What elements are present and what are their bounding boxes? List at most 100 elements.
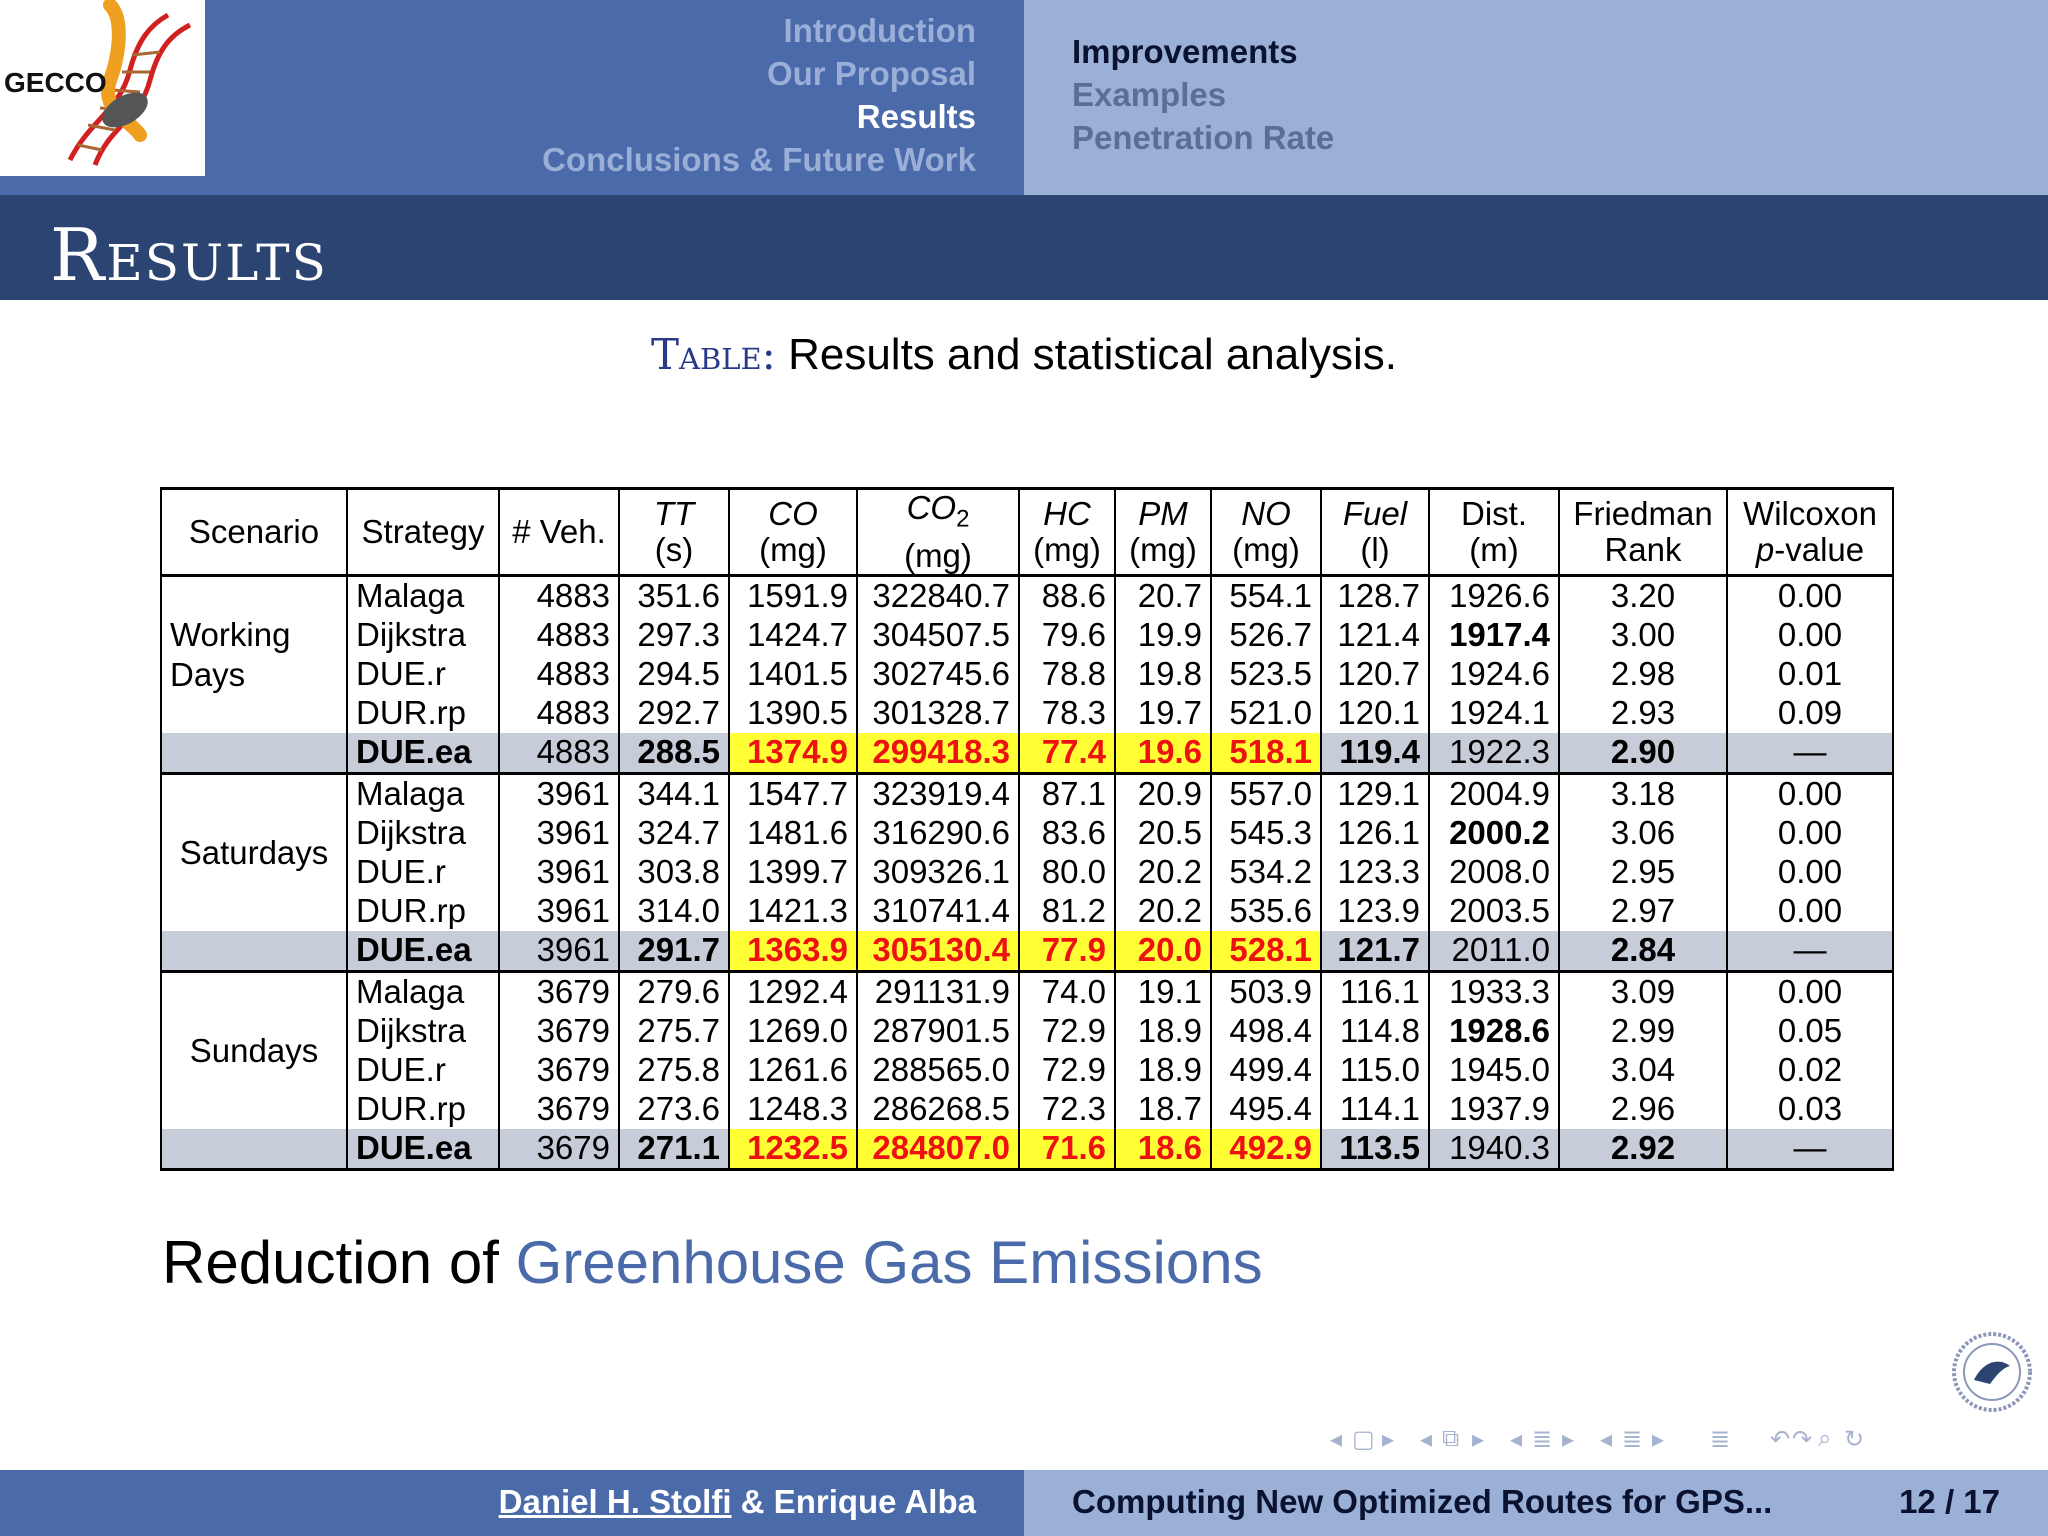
table-row: Dijkstra 4883 297.3 1424.7 304507.5 79.6 19.9 5…: [161, 615, 1894, 655]
value-cell: —: [1726, 930, 1894, 973]
value-cell: 0.03: [1726, 1089, 1894, 1129]
value-cell: 2.84: [1558, 930, 1728, 973]
column-header-line1: Scenario: [188, 512, 320, 550]
nav-toc-icon[interactable]: ≣: [1710, 1426, 1731, 1453]
nav-subsection-penetration-rate[interactable]: Penetration Rate: [1072, 119, 1335, 156]
column-header-line1: Friedman: [1573, 494, 1713, 532]
column-header-subscript: 2: [956, 505, 970, 533]
value-cell: 72.9: [1018, 1050, 1116, 1090]
column-header-line2: (mg): [904, 536, 972, 574]
value-cell: 535.6: [1210, 891, 1322, 931]
value-cell: 344.1: [618, 773, 730, 814]
value-cell: 87.1: [1018, 773, 1116, 814]
value-cell: 275.7: [618, 1011, 730, 1051]
column-header-line2: (mg): [759, 530, 827, 568]
column-header-line2: (l): [1360, 530, 1390, 568]
value-cell: 303.8: [618, 852, 730, 892]
table-row: DUE.ea 3961 291.7 1363.9 305130.4 77.9 20.0 528…: [160, 930, 1894, 973]
value-cell: 2.92: [1558, 1128, 1728, 1171]
value-cell: 4883: [498, 575, 620, 616]
beamer-navigation: ◂ ▢ ▸ ◂ ⧉ ▸ ◂ ≣ ▸ ◂ ≣ ▸ ≣ ↶ ↷ ⌕ ↻: [1330, 1425, 2030, 1455]
nav-prev-frame-icon[interactable]: ◂: [1330, 1426, 1343, 1453]
value-cell: 19.6: [1114, 732, 1212, 775]
nav-section-results[interactable]: Results: [856, 98, 976, 135]
nav-section-conclusions[interactable]: Conclusions & Future Work: [542, 141, 976, 178]
nav-part-icon[interactable]: ≣: [1622, 1426, 1643, 1453]
table-row: DUR.rp 3679 273.6 1248.3 286268.5 72.3 18.7 495…: [161, 1089, 1894, 1129]
value-cell: 3.09: [1558, 971, 1728, 1012]
value-cell: 3.04: [1558, 1050, 1728, 1090]
strategy-cell: DUE.ea: [346, 1128, 500, 1171]
value-cell: 20.5: [1114, 813, 1212, 853]
value-cell: 299418.3: [856, 732, 1020, 775]
value-cell: 4883: [498, 732, 620, 775]
nav-subsection-improvements[interactable]: Improvements: [1072, 33, 1298, 70]
reduction-highlight: Greenhouse Gas Emissions: [515, 1229, 1263, 1296]
value-cell: 1390.5: [728, 693, 858, 733]
nav-section-icon[interactable]: ≣: [1532, 1426, 1553, 1453]
value-cell: 1401.5: [728, 654, 858, 694]
nav-prev-part-icon[interactable]: ◂: [1600, 1426, 1613, 1453]
strategy-cell: DUE.r: [346, 1050, 500, 1090]
value-cell: 294.5: [618, 654, 730, 694]
value-cell: 114.8: [1320, 1011, 1430, 1051]
nav-prev-subsection-icon[interactable]: ◂: [1420, 1426, 1433, 1453]
column-header-line1: Strategy: [361, 512, 485, 550]
value-cell: —: [1726, 732, 1894, 775]
value-cell: 72.3: [1018, 1089, 1116, 1129]
table-row: Dijkstra 3961 324.7 1481.6 316290.6 83.6 20.5 5…: [161, 813, 1894, 853]
column-header-line1: NO: [1241, 494, 1291, 532]
value-cell: 275.8: [618, 1050, 730, 1090]
value-cell: 120.1: [1320, 693, 1430, 733]
value-cell: 3679: [498, 971, 620, 1012]
nav-subsection-icon[interactable]: ⧉: [1442, 1425, 1460, 1452]
value-cell: 302745.6: [856, 654, 1020, 694]
value-cell: 1399.7: [728, 852, 858, 892]
nav-next-part-icon[interactable]: ▸: [1652, 1426, 1665, 1453]
nav-forward-icon[interactable]: ↷: [1792, 1426, 1813, 1453]
column-header-line1: CO: [768, 494, 818, 532]
author-link[interactable]: Daniel H. Stolfi: [498, 1483, 732, 1520]
value-cell: 2.96: [1558, 1089, 1728, 1129]
value-cell: 1924.6: [1428, 654, 1560, 694]
value-cell: 271.1: [618, 1128, 730, 1171]
results-table: Scenario Strategy # Veh. TT (s) CO (mg) CO2 (mg)…: [160, 487, 1894, 1171]
nav-next-subsection-icon[interactable]: ▸: [1472, 1426, 1485, 1453]
nav-section-introduction[interactable]: Introduction: [783, 12, 976, 49]
column-header-line1: Wilcoxon: [1743, 494, 1877, 532]
nav-frame-icon[interactable]: ▢: [1352, 1426, 1375, 1453]
value-cell: 113.5: [1320, 1128, 1430, 1171]
column-header: HC (mg): [1018, 487, 1116, 577]
nav-subsection-examples[interactable]: Examples: [1072, 76, 1227, 113]
table-row: Saturdays Malaga 3961 344.1 1547.7 323919.4 87…: [160, 773, 1894, 931]
value-cell: 72.9: [1018, 1011, 1116, 1051]
nav-next-frame-icon[interactable]: ▸: [1382, 1426, 1395, 1453]
nav-section-our-proposal[interactable]: Our Proposal: [766, 55, 976, 92]
author-rest: & Enrique Alba: [731, 1483, 976, 1520]
value-cell: 1269.0: [728, 1011, 858, 1051]
value-cell: 287901.5: [856, 1011, 1020, 1051]
value-cell: 288565.0: [856, 1050, 1020, 1090]
nav-search-icon[interactable]: ⌕: [1818, 1425, 1832, 1452]
value-cell: 523.5: [1210, 654, 1322, 694]
column-header: Strategy: [346, 487, 500, 577]
reduction-text: Reduction of: [162, 1229, 516, 1296]
column-header: NO (mg): [1210, 487, 1322, 577]
nav-back-icon[interactable]: ↶: [1770, 1426, 1791, 1453]
column-header-line2: (mg): [1232, 530, 1300, 568]
table-row: DUE.ea 3679 271.1 1232.5 284807.0 71.6 18.6 492…: [160, 1128, 1894, 1171]
nav-refresh-icon[interactable]: ↻: [1844, 1426, 1865, 1453]
value-cell: 291131.9: [856, 971, 1020, 1012]
value-cell: 0.00: [1726, 575, 1894, 616]
value-cell: 0.01: [1726, 654, 1894, 694]
column-header: # Veh.: [498, 487, 620, 577]
strategy-cell: DUE.r: [346, 654, 500, 694]
nav-prev-section-icon[interactable]: ◂: [1510, 1426, 1523, 1453]
value-cell: 3961: [498, 930, 620, 973]
nav-next-section-icon[interactable]: ▸: [1562, 1426, 1575, 1453]
value-cell: 116.1: [1320, 971, 1430, 1012]
value-cell: 297.3: [618, 615, 730, 655]
value-cell: 81.2: [1018, 891, 1116, 931]
value-cell: 526.7: [1210, 615, 1322, 655]
table-header: Scenario Strategy # Veh. TT (s) CO (mg) CO2 (mg)…: [160, 487, 1894, 577]
